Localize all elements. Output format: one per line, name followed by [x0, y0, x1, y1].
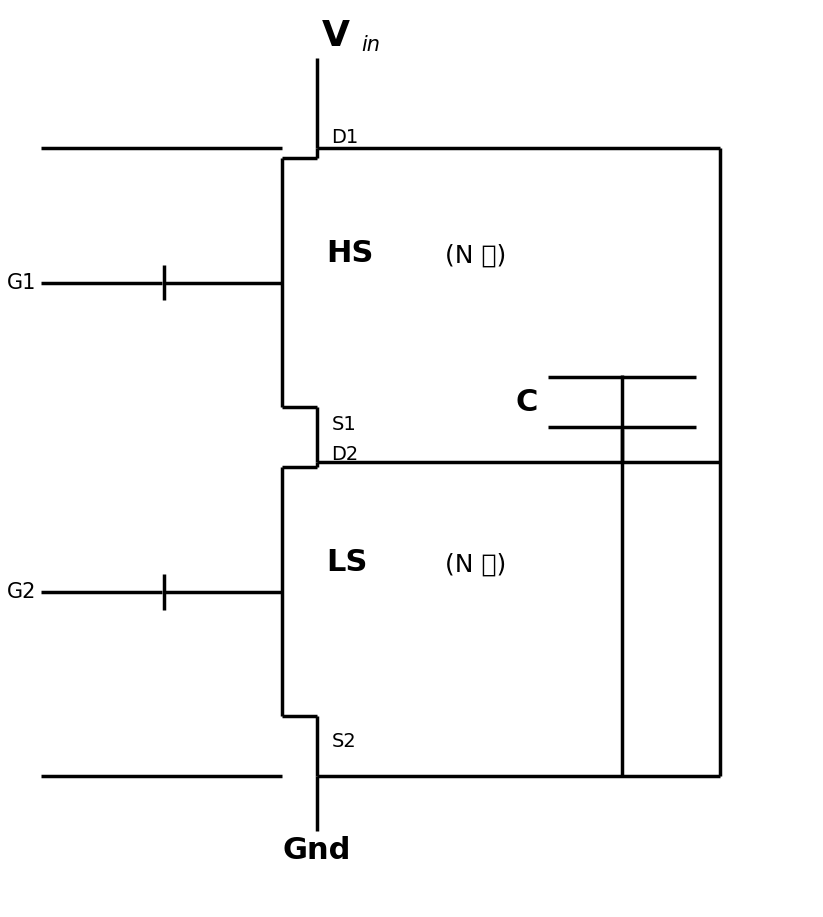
- Text: (N 型): (N 型): [444, 244, 506, 268]
- Text: S1: S1: [332, 415, 356, 434]
- Text: $\mathbf{V}$: $\mathbf{V}$: [322, 19, 351, 53]
- Text: C: C: [516, 388, 538, 416]
- Text: G1: G1: [7, 272, 36, 293]
- Text: HS: HS: [327, 238, 374, 268]
- Text: G2: G2: [7, 581, 36, 602]
- Text: Gnd: Gnd: [282, 836, 351, 865]
- Text: in: in: [360, 35, 380, 55]
- Text: (N 型): (N 型): [444, 553, 506, 577]
- Text: D1: D1: [332, 128, 359, 148]
- Text: LS: LS: [327, 547, 368, 577]
- Text: S2: S2: [332, 732, 356, 751]
- Text: D2: D2: [332, 445, 359, 464]
